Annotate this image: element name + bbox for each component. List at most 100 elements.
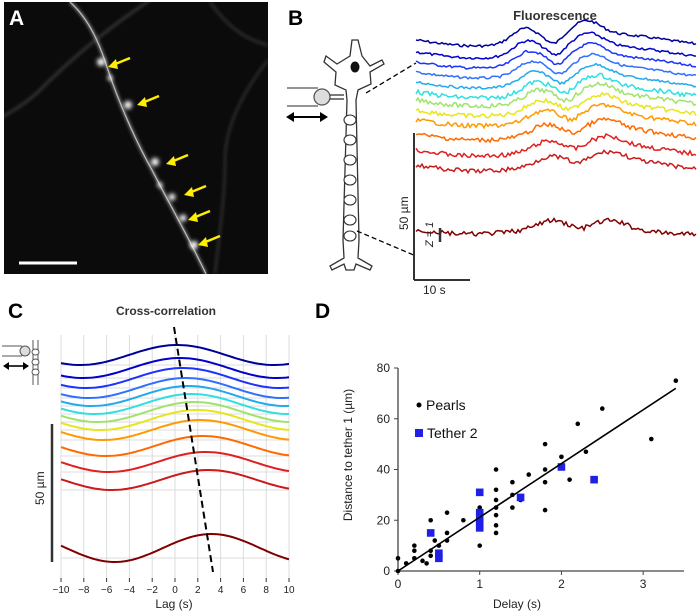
- pearl-point: [542, 441, 548, 447]
- panel-label-d: D: [315, 300, 330, 323]
- c-x-axis-label: Lag (s): [155, 597, 192, 611]
- double-arrow-icon: [3, 362, 29, 370]
- pearl-point: [477, 505, 483, 510]
- d-legend: Pearls Tether 2: [415, 397, 478, 441]
- zoom-line: [365, 62, 417, 94]
- pearl-point: [510, 479, 515, 485]
- x-tick-label: 10: [283, 585, 295, 596]
- x-tick-label: 4: [218, 585, 224, 596]
- y-tick-label: 20: [377, 513, 391, 527]
- tether2-point: [426, 529, 435, 537]
- x-tick-label: 3: [640, 577, 647, 591]
- d-points: [395, 378, 679, 574]
- correlation-trace: [60, 385, 290, 407]
- fluorescence-trace: [415, 217, 697, 237]
- pearl-point: [412, 548, 417, 553]
- tether2-point: [475, 488, 484, 497]
- arrow-icon: [188, 209, 211, 222]
- legend-pearls: Pearls: [426, 397, 466, 413]
- pearl-point: [493, 523, 499, 528]
- arrow-icon: [137, 94, 160, 107]
- fluorescence-trace: [415, 81, 697, 109]
- y-tick-label: 60: [377, 412, 391, 426]
- correlation-trace: [60, 367, 290, 389]
- pearl-point: [432, 538, 438, 543]
- fluorescence-trace: [415, 91, 697, 119]
- peak-lag-line: [173, 326, 214, 573]
- panel-a: A: [4, 2, 268, 274]
- fluorescence-trace: [415, 52, 697, 80]
- fluorescence-title: Fluorescence: [513, 8, 597, 23]
- fluorescence-trace: [415, 116, 697, 144]
- d-y-axis-label: Distance to tether 1 (µm): [341, 389, 355, 521]
- correlation-trace: [60, 357, 290, 379]
- x-tick-label: 6: [241, 585, 247, 596]
- pearl-point: [428, 517, 433, 523]
- x-tick-label: −10: [53, 585, 70, 596]
- d-x-axis-label: Delay (s): [493, 597, 541, 611]
- pearl-point: [444, 510, 450, 515]
- pearl-point: [567, 477, 572, 482]
- pearl-point: [493, 467, 499, 472]
- zoom-line: [356, 230, 417, 257]
- fluorescence-trace: [415, 31, 697, 60]
- panel-label-b: B: [288, 7, 303, 30]
- scalebar-y-label: 50 µm: [397, 196, 411, 230]
- pearl-point: [599, 406, 605, 411]
- x-tick-label: 0: [395, 577, 402, 591]
- micropipette: [287, 87, 318, 107]
- tether2-point: [435, 554, 443, 563]
- pearl-point: [559, 454, 564, 460]
- pearl-point: [526, 472, 532, 477]
- scale-bars-b: [413, 133, 470, 281]
- arrow-icon: [166, 153, 189, 166]
- tether2-point: [590, 475, 598, 484]
- fluorescence-trace: [415, 149, 697, 175]
- y-tick-label: 0: [383, 564, 390, 578]
- y-tick-label: 40: [377, 463, 391, 477]
- correlation-trace: [60, 344, 290, 366]
- x-tick-label: 0: [172, 585, 178, 596]
- correlation-trace: [60, 435, 290, 457]
- pearl-point: [542, 467, 548, 472]
- pearl-point: [649, 436, 654, 442]
- bead: [313, 88, 331, 106]
- fluorescence-trace: [415, 41, 697, 70]
- scalebar-x-label: 10 s: [423, 283, 446, 297]
- scalebar-z-label: Z = 1: [424, 222, 436, 248]
- pearl-point: [493, 530, 499, 536]
- fluorescence-trace: [415, 19, 697, 49]
- c-x-ticks: −10 −8 −6 −4 −2 0 2 4 6 8 10: [53, 578, 295, 596]
- arrow-icon: [108, 56, 131, 69]
- nucleus: [350, 61, 360, 73]
- y-tick-label: 80: [377, 361, 391, 375]
- fluorescence-traces: [415, 19, 697, 237]
- tether2-point: [516, 493, 525, 502]
- x-tick-label: 1: [476, 577, 483, 591]
- pearl-arrows: [108, 56, 221, 247]
- pearl-point: [493, 497, 499, 503]
- double-arrow-icon: [286, 112, 328, 122]
- pearl-point: [412, 543, 417, 548]
- pearl-point: [542, 507, 548, 513]
- pearl-point: [493, 512, 499, 518]
- cross-correlation-title: Cross-correlation: [116, 304, 216, 318]
- pearl-point: [461, 517, 466, 523]
- tether2-point: [557, 463, 566, 471]
- correlation-trace: [60, 393, 289, 415]
- pearl-point: [493, 487, 499, 493]
- pearl-point: [395, 556, 401, 561]
- x-tick-label: −2: [146, 585, 158, 596]
- x-tick-label: 2: [195, 585, 201, 596]
- pearl-point: [510, 505, 515, 510]
- pearl-point: [444, 530, 450, 536]
- neuron-schematic: [287, 39, 385, 271]
- pearl-point: [673, 378, 679, 383]
- correlation-traces: [60, 344, 290, 563]
- fluorescence-trace: [415, 102, 697, 130]
- panel-d: D 0 20 40 60 80 0 1 2 3 Distance to tether 1 (µm…: [315, 300, 684, 611]
- x-tick-label: 2: [558, 577, 565, 591]
- pearl-point: [542, 479, 548, 485]
- fit-line: [397, 387, 677, 572]
